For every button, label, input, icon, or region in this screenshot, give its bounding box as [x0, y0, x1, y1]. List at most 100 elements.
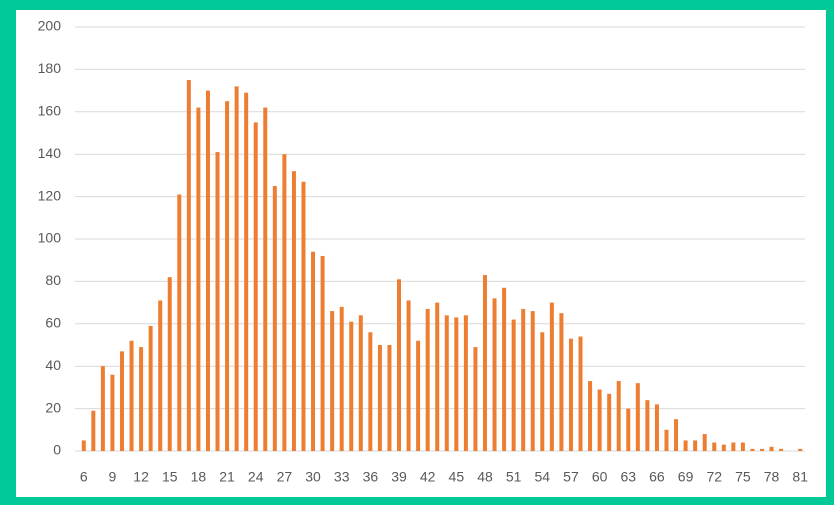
- bar: [167, 277, 172, 451]
- y-tick-label: 200: [38, 18, 62, 34]
- x-tick-label: 33: [334, 469, 350, 485]
- bar: [454, 317, 459, 451]
- bar: [377, 345, 382, 451]
- bar: [578, 336, 583, 451]
- bar: [683, 440, 688, 451]
- bar: [272, 186, 277, 451]
- x-tick-label: 15: [162, 469, 178, 485]
- bar: [358, 315, 363, 451]
- x-tick-label: 42: [420, 469, 436, 485]
- bar: [664, 429, 669, 451]
- bar: [91, 410, 96, 451]
- bar: [119, 351, 124, 451]
- bar: [282, 154, 287, 451]
- bar: [549, 302, 554, 451]
- bar: [253, 122, 258, 452]
- bar: [244, 92, 249, 451]
- bar: [731, 442, 736, 451]
- y-tick-label: 180: [38, 60, 62, 76]
- x-tick-label: 51: [506, 469, 522, 485]
- bar: [645, 400, 650, 451]
- y-tick-label: 140: [38, 145, 62, 161]
- bar: [588, 381, 593, 451]
- bar: [368, 332, 373, 451]
- bar: [129, 340, 134, 451]
- bar: [473, 347, 478, 451]
- bar: [674, 419, 679, 451]
- x-tick-label: 24: [248, 469, 264, 485]
- bar: [425, 308, 430, 451]
- x-tick-label: 60: [592, 469, 608, 485]
- bar: [416, 340, 421, 451]
- x-tick-label: 75: [735, 469, 751, 485]
- bar: [740, 442, 745, 451]
- bar: [712, 442, 717, 451]
- bar: [760, 448, 765, 451]
- x-tick-label: 45: [449, 469, 465, 485]
- y-tick-label: 20: [45, 399, 61, 415]
- x-tick-label: 9: [109, 469, 117, 485]
- bar: [301, 181, 306, 451]
- bar: [148, 325, 153, 451]
- bar: [702, 434, 707, 451]
- bar: [463, 315, 468, 451]
- y-tick-label: 40: [45, 357, 61, 373]
- x-tick-label: 27: [277, 469, 293, 485]
- bar: [635, 383, 640, 451]
- x-tick-label: 78: [764, 469, 780, 485]
- bar: [750, 448, 755, 451]
- bar: [798, 448, 803, 451]
- bar: [139, 347, 144, 451]
- y-tick-label: 120: [38, 187, 62, 203]
- bar: [597, 389, 602, 451]
- bar: [225, 101, 230, 451]
- bar: [406, 300, 411, 451]
- x-tick-label: 72: [706, 469, 722, 485]
- bar: [502, 287, 507, 451]
- bar: [654, 404, 659, 451]
- y-tick-label: 100: [38, 230, 62, 246]
- bar: [779, 448, 784, 451]
- bar: [234, 86, 239, 452]
- bar: [540, 332, 545, 451]
- bar: [435, 302, 440, 451]
- bar: [339, 306, 344, 451]
- x-tick-label: 18: [191, 469, 207, 485]
- bar: [320, 255, 325, 451]
- y-tick-label: 0: [53, 442, 61, 458]
- bar: [100, 366, 105, 451]
- bar: [291, 171, 296, 451]
- bar: [311, 251, 316, 451]
- bar: [196, 107, 201, 451]
- x-tick-label: 48: [477, 469, 493, 485]
- bar: [616, 381, 621, 451]
- y-tick-label: 80: [45, 272, 61, 288]
- bar: [568, 338, 573, 451]
- x-tick-label: 69: [678, 469, 694, 485]
- bar: [177, 194, 182, 452]
- bar: [607, 393, 612, 451]
- bar: [693, 440, 698, 451]
- bar: [530, 311, 535, 451]
- x-tick-label: 57: [563, 469, 579, 485]
- x-tick-label: 12: [133, 469, 149, 485]
- bar: [559, 313, 564, 451]
- x-tick-label: 21: [219, 469, 235, 485]
- x-tick-label: 30: [305, 469, 321, 485]
- bar: [511, 319, 516, 451]
- x-tick-label: 39: [391, 469, 407, 485]
- bar: [387, 345, 392, 451]
- bar: [349, 321, 354, 451]
- bar: [205, 90, 210, 451]
- y-tick-label: 160: [38, 103, 62, 119]
- x-tick-label: 63: [620, 469, 636, 485]
- x-tick-label: 36: [363, 469, 379, 485]
- bar: [492, 298, 497, 451]
- bar: [397, 279, 402, 451]
- x-tick-label: 81: [792, 469, 808, 485]
- bar: [330, 311, 335, 451]
- bar: [521, 308, 526, 451]
- bar: [186, 80, 191, 451]
